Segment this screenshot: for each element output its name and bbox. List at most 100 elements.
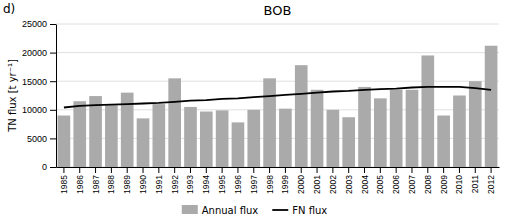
x-tick-label: 2011 bbox=[470, 175, 480, 194]
bar bbox=[153, 104, 166, 167]
x-tick-mark bbox=[143, 167, 144, 173]
bar bbox=[421, 55, 434, 167]
x-tick-mark bbox=[459, 167, 460, 173]
y-tick: 5000 bbox=[27, 134, 56, 144]
bar bbox=[374, 98, 387, 167]
x-tick: 1986 bbox=[75, 167, 85, 194]
x-tick-label: 1991 bbox=[154, 175, 164, 194]
x-tick-label: 1993 bbox=[185, 175, 195, 194]
x-tick-label: 1987 bbox=[91, 175, 101, 194]
y-tick-mark bbox=[50, 53, 56, 54]
x-tick-mark bbox=[237, 167, 238, 173]
annotation: d) bbox=[3, 2, 15, 16]
x-tick: 2011 bbox=[470, 167, 480, 193]
x-tick: 1997 bbox=[249, 167, 259, 194]
y-tick-label: 5000 bbox=[27, 134, 47, 144]
x-tick: 2009 bbox=[439, 167, 449, 194]
y-tick-label: 15000 bbox=[22, 77, 47, 87]
x-tick-label: 2005 bbox=[375, 175, 385, 194]
line bbox=[64, 87, 491, 108]
y-tick: 20000 bbox=[22, 48, 56, 58]
x-tick-label: 2001 bbox=[312, 175, 322, 194]
y-tick-label: 20000 bbox=[22, 48, 47, 58]
x-tick-mark bbox=[427, 167, 428, 173]
x-tick-mark bbox=[396, 167, 397, 173]
x-tick-mark bbox=[63, 167, 64, 173]
title: BOB bbox=[264, 3, 292, 18]
x-tick-mark bbox=[253, 167, 254, 173]
bar bbox=[137, 118, 150, 167]
x-tick-mark bbox=[174, 167, 175, 173]
x-tick-mark bbox=[222, 167, 223, 173]
x-axis: 1985198619871988198919901991199219931994… bbox=[57, 167, 500, 194]
y-tick-label: 25000 bbox=[22, 19, 47, 29]
x-tick-label: 1990 bbox=[138, 175, 148, 194]
x-tick-mark bbox=[317, 167, 318, 173]
bar bbox=[184, 107, 197, 167]
x-tick: 1989 bbox=[122, 167, 132, 194]
x-tick: 1993 bbox=[185, 167, 195, 194]
x-tick: 2000 bbox=[296, 167, 306, 194]
x-tick: 2012 bbox=[486, 167, 496, 194]
x-tick: 2005 bbox=[375, 167, 385, 194]
x-tick-label: 1999 bbox=[280, 175, 290, 194]
bar-series bbox=[58, 46, 498, 167]
x-tick: 2003 bbox=[344, 167, 354, 194]
x-tick-mark bbox=[285, 167, 286, 173]
x-tick-mark bbox=[380, 167, 381, 173]
x-tick: 1992 bbox=[170, 167, 180, 194]
y-axis-line bbox=[56, 25, 57, 168]
bar bbox=[485, 46, 498, 167]
bar bbox=[406, 90, 419, 167]
marks bbox=[58, 46, 498, 167]
x-tick-mark bbox=[475, 167, 476, 173]
x-tick-label: 1989 bbox=[122, 175, 132, 194]
x-tick-mark bbox=[411, 167, 412, 173]
legend-item: FN flux bbox=[272, 205, 327, 216]
x-tick-mark bbox=[79, 167, 80, 173]
x-tick: 1998 bbox=[265, 167, 275, 194]
x-tick-mark bbox=[332, 167, 333, 173]
x-tick-mark bbox=[491, 167, 492, 173]
x-tick: 2002 bbox=[328, 167, 338, 194]
x-tick: 2010 bbox=[454, 167, 464, 194]
y-tick-label: 0 bbox=[42, 162, 47, 172]
y-tick: 15000 bbox=[22, 77, 56, 87]
x-tick-label: 1997 bbox=[249, 175, 259, 194]
legend-swatch bbox=[182, 205, 198, 214]
grid-line bbox=[56, 24, 499, 25]
x-tick: 2007 bbox=[407, 167, 417, 194]
x-tick-label: 2003 bbox=[344, 175, 354, 194]
x-tick-label: 1998 bbox=[265, 175, 275, 194]
grid bbox=[56, 24, 499, 167]
x-tick-mark bbox=[127, 167, 128, 173]
x-tick: 1996 bbox=[233, 167, 243, 194]
x-tick: 1999 bbox=[280, 167, 290, 194]
x-axis-line bbox=[57, 167, 500, 168]
y-tick-mark bbox=[50, 138, 56, 139]
x-tick-label: 1994 bbox=[201, 175, 211, 194]
bar bbox=[390, 90, 403, 167]
plot: 0500010000150002000025000198519861987198… bbox=[22, 19, 500, 194]
x-tick: 1995 bbox=[217, 167, 227, 194]
x-tick-label: 2002 bbox=[328, 175, 338, 194]
x-tick: 2001 bbox=[312, 167, 322, 194]
x-tick-mark bbox=[364, 167, 365, 173]
x-tick-label: 1988 bbox=[106, 175, 116, 194]
bar bbox=[295, 65, 308, 167]
grid-line bbox=[56, 52, 499, 53]
x-tick-mark bbox=[158, 167, 159, 173]
y-tick: 25000 bbox=[22, 19, 56, 29]
y-tick-mark bbox=[50, 167, 56, 168]
bar bbox=[342, 117, 355, 167]
bar bbox=[469, 81, 482, 167]
x-tick-mark bbox=[269, 167, 270, 173]
bar bbox=[200, 112, 213, 167]
bar bbox=[232, 122, 245, 167]
y-tick: 0 bbox=[42, 162, 56, 172]
x-tick: 1990 bbox=[138, 167, 148, 194]
bar bbox=[168, 78, 181, 167]
x-tick-label: 2004 bbox=[359, 175, 369, 194]
x-tick-label: 2010 bbox=[454, 175, 464, 194]
x-tick-label: 2007 bbox=[407, 175, 417, 194]
